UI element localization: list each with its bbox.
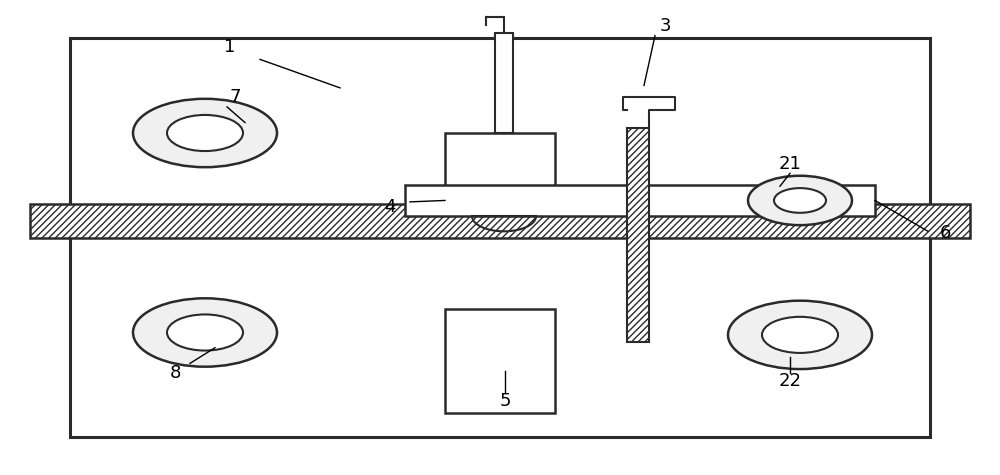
- Text: 21: 21: [779, 155, 801, 173]
- Text: 4: 4: [384, 198, 396, 216]
- Circle shape: [774, 188, 826, 213]
- Bar: [445, 309, 555, 413]
- Bar: [445, 133, 555, 190]
- Bar: [627, 128, 649, 342]
- Text: 8: 8: [169, 364, 181, 382]
- Bar: [30, 204, 970, 238]
- Text: 3: 3: [659, 17, 671, 35]
- Circle shape: [748, 176, 852, 225]
- Circle shape: [167, 314, 243, 351]
- Text: 7: 7: [229, 88, 241, 106]
- Text: 22: 22: [778, 372, 802, 390]
- Circle shape: [133, 298, 277, 367]
- Text: 6: 6: [939, 224, 951, 242]
- Text: 5: 5: [499, 392, 511, 410]
- Circle shape: [728, 301, 872, 369]
- Bar: [495, 33, 513, 133]
- Bar: [405, 185, 875, 216]
- Circle shape: [133, 99, 277, 167]
- Bar: [70, 38, 930, 437]
- Circle shape: [762, 317, 838, 353]
- Text: 1: 1: [224, 38, 236, 57]
- Circle shape: [167, 115, 243, 151]
